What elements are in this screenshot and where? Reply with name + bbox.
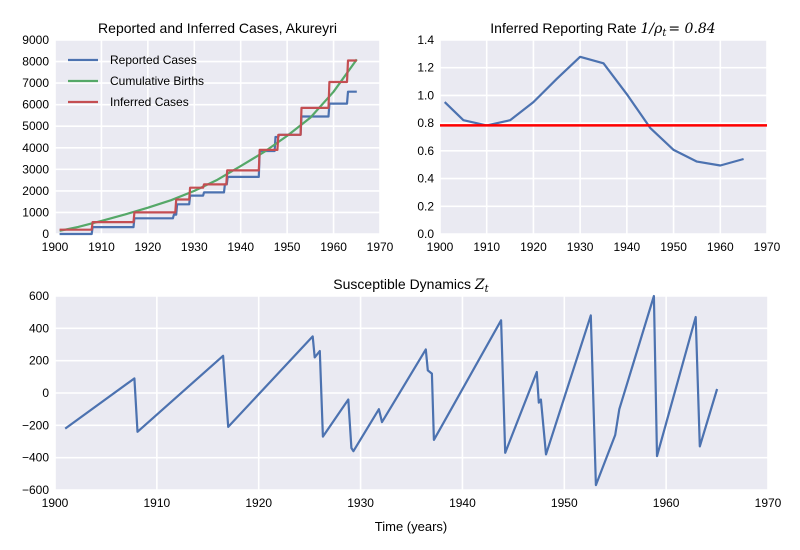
y-tick-label: 1.4 <box>417 33 434 47</box>
y-tick-label: 0.6 <box>417 144 434 158</box>
y-tick-label: 8000 <box>22 55 49 69</box>
x-tick-label: 1920 <box>135 240 162 254</box>
legend-label-reported: Reported Cases <box>110 53 197 67</box>
legend-label-inferred: Inferred Cases <box>110 95 189 109</box>
panel-reported-inferred-cases: Reported and Inferred Cases, Akureyri 19… <box>22 20 393 254</box>
y-tick-label: 0.0 <box>417 227 434 241</box>
x-tick-label: 1920 <box>245 496 272 510</box>
title-math: Z <box>474 277 485 293</box>
y-tick-label: 0.2 <box>417 199 434 213</box>
x-tick-label: 1930 <box>347 496 374 510</box>
x-tick-label: 1910 <box>473 240 500 254</box>
x-tick-label: 1900 <box>42 240 69 254</box>
x-axis-label: Time (years) <box>375 519 447 534</box>
series-line-0 <box>64 294 719 487</box>
x-tick-label: 1950 <box>551 496 578 510</box>
chart-title: Inferred Reporting Rate 1/ρt = 0.84 <box>490 20 715 39</box>
title-math-subscript: t <box>662 28 667 39</box>
plot-background <box>55 40 380 234</box>
y-tick-label: 1.0 <box>417 88 434 102</box>
y-tick-label: 1.2 <box>417 61 434 75</box>
y-tick-label: 0 <box>42 227 49 241</box>
series-line-2 <box>59 59 357 231</box>
x-tick-label: 1960 <box>320 240 347 254</box>
x-tick-label: 1950 <box>660 240 687 254</box>
x-tick-label: 1940 <box>449 496 476 510</box>
x-tick-label: 1900 <box>427 240 454 254</box>
y-tick-label: 3000 <box>22 162 49 176</box>
y-tick-label: 6000 <box>22 98 49 112</box>
chart-title: Reported and Inferred Cases, Akureyri <box>98 20 337 36</box>
x-tick-label: 1920 <box>520 240 547 254</box>
x-tick-label: 1940 <box>227 240 254 254</box>
y-tick-label: 1000 <box>22 205 49 219</box>
y-tick-label: 4000 <box>22 141 49 155</box>
x-tick-label: 1970 <box>754 240 781 254</box>
title-text: Susceptible Dynamics <box>333 276 475 292</box>
y-tick-label: 400 <box>29 321 49 335</box>
y-tick-label: 2000 <box>22 184 49 198</box>
x-tick-label: 1970 <box>367 240 394 254</box>
panel-susceptible-dynamics: Susceptible Dynamics Zt 1900 1910 1920 1930… <box>22 276 782 534</box>
y-tick-label: 7000 <box>22 76 49 90</box>
x-tick-label: 1930 <box>567 240 594 254</box>
x-tick-label: 1950 <box>274 240 301 254</box>
legend-label-births: Cumulative Births <box>110 74 204 88</box>
x-tick-label: 1910 <box>88 240 115 254</box>
y-tick-label: −200 <box>22 418 49 432</box>
x-tick-label: 1940 <box>614 240 641 254</box>
y-tick-label: 600 <box>29 289 49 303</box>
x-tick-label: 1900 <box>42 496 69 510</box>
x-tick-label: 1930 <box>181 240 208 254</box>
title-text: Inferred Reporting Rate <box>490 20 640 36</box>
title-math-subscript: t <box>485 284 490 295</box>
x-tick-label: 1960 <box>653 496 680 510</box>
y-tick-label: 0.8 <box>417 116 434 130</box>
x-tick-label: 1910 <box>144 496 171 510</box>
panel-reporting-rate: Inferred Reporting Rate 1/ρt = 0.84 1900 1… <box>417 20 780 254</box>
y-tick-label: −600 <box>22 483 49 497</box>
plot-background <box>440 40 767 234</box>
x-tick-label: 1970 <box>755 496 782 510</box>
legend: Reported Cases Cumulative Births Inferre… <box>68 53 204 109</box>
title-math-value: = 0.84 <box>668 21 715 37</box>
y-tick-label: 200 <box>29 354 49 368</box>
title-math: 1/ρ <box>640 21 663 37</box>
y-tick-label: −400 <box>22 451 49 465</box>
y-tick-label: 9000 <box>22 33 49 47</box>
y-tick-label: 0 <box>42 386 49 400</box>
x-tick-label: 1960 <box>707 240 734 254</box>
y-tick-label: 5000 <box>22 119 49 133</box>
chart-title: Susceptible Dynamics Zt <box>333 276 489 295</box>
y-tick-label: 0.4 <box>417 172 434 186</box>
